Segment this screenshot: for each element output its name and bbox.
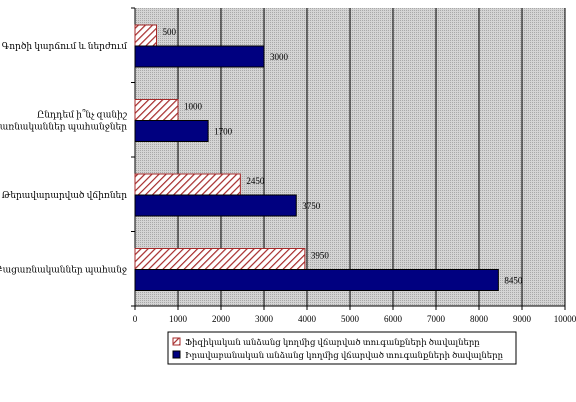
category-label: Ընդդեմ ի՞նչ զանիշ բացառնականներ պահանջներ bbox=[0, 109, 127, 132]
x-tick-label: 1000 bbox=[169, 314, 188, 324]
legend-swatch bbox=[172, 337, 181, 346]
data-label: 8450 bbox=[504, 276, 522, 286]
legend-box bbox=[167, 331, 517, 365]
bar bbox=[134, 45, 265, 68]
bar bbox=[134, 24, 157, 47]
data-label: 2450 bbox=[246, 176, 265, 186]
x-tick-label: 9000 bbox=[513, 314, 532, 324]
data-label: 3950 bbox=[311, 251, 330, 261]
category-label-line: Թերավարարված վճիռներ bbox=[2, 190, 128, 200]
legend-label: Ֆիզիկական անձանց կողմից վճարված տուգանքն… bbox=[185, 337, 480, 347]
legend-label: Իրավաբանական անձանց կողմից վճարված տուգա… bbox=[185, 350, 504, 360]
bar bbox=[134, 194, 297, 217]
x-tick-label: 5000 bbox=[341, 314, 360, 324]
data-label: 1700 bbox=[214, 127, 233, 137]
data-label: 3750 bbox=[302, 201, 321, 211]
category-label: Գործի կարճում և ներժում bbox=[2, 41, 127, 51]
x-tick-label: 6000 bbox=[384, 314, 403, 324]
data-label: 500 bbox=[163, 27, 177, 37]
legend-swatch bbox=[172, 350, 181, 359]
legend: Ֆիզիկական անձանց կողմից վճարված տուգանքն… bbox=[167, 331, 517, 365]
x-tick-label: 4000 bbox=[298, 314, 317, 324]
bar bbox=[134, 173, 241, 196]
bar bbox=[134, 99, 179, 121]
data-label: 1000 bbox=[184, 102, 203, 112]
category-label-line: Գործի կարճում և ներժում bbox=[2, 41, 127, 51]
x-tick-label: 10000 bbox=[554, 314, 576, 324]
x-tick-label: 8000 bbox=[470, 314, 489, 324]
x-tick-label: 7000 bbox=[427, 314, 446, 324]
category-label: Բացառնականներ պահանջ bbox=[0, 265, 127, 275]
category-label: Թերավարարված վճիռներ bbox=[2, 190, 128, 200]
bar bbox=[134, 248, 306, 270]
category-label-line: Բացառնականներ պահանջ bbox=[0, 265, 127, 275]
bar bbox=[134, 120, 209, 142]
bar bbox=[134, 269, 499, 291]
category-label-line: բացառնականներ պահանջներ bbox=[0, 122, 127, 132]
x-tick-label: 2000 bbox=[212, 314, 231, 324]
x-tick-label: 0 bbox=[133, 314, 138, 324]
data-label: 3000 bbox=[270, 52, 289, 62]
category-label-line: Ընդդեմ ի՞նչ զանիշ bbox=[37, 109, 127, 120]
x-tick-label: 3000 bbox=[255, 314, 274, 324]
